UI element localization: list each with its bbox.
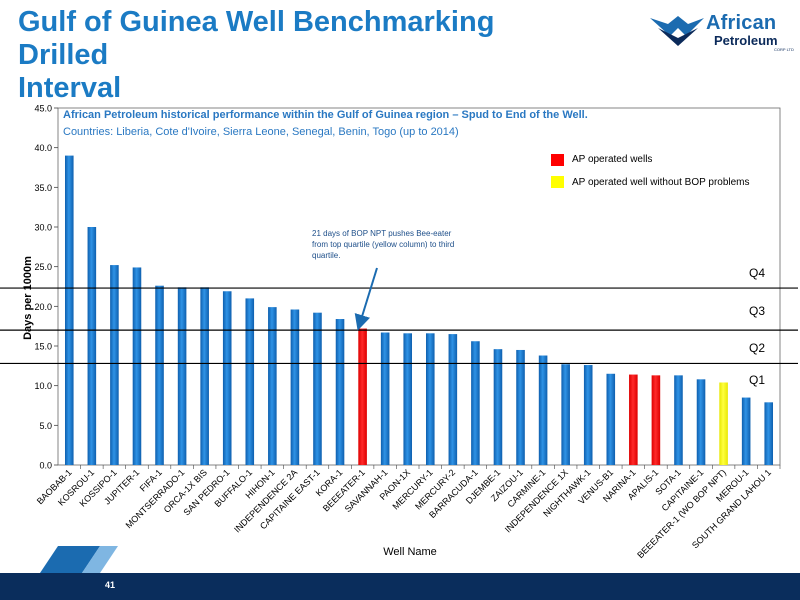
bar-narina-1 (629, 374, 638, 465)
bar-sota-1 (674, 375, 683, 465)
annotation-text: 21 days of BOP NPT pushes Bee-eater from… (312, 229, 455, 260)
bar-beeeater-1 (358, 328, 367, 465)
bar-carmine-1 (538, 355, 548, 465)
bar-barracuda-1 (471, 341, 480, 465)
bar-kossipo-1 (110, 265, 119, 465)
bar-capitaine-east-1 (313, 312, 322, 465)
logo-suffix: CORP LTD (774, 47, 794, 52)
bar-nighthawk-1 (583, 365, 593, 465)
legend-label-no-bop: AP operated well without BOP problems (572, 177, 750, 188)
bar-montserrado-1 (177, 287, 187, 465)
bar-mercury-1 (425, 333, 435, 465)
bar-merou-1 (741, 397, 751, 465)
bar-paon-1x (403, 333, 413, 465)
bar-orca-1x-bis (200, 287, 209, 465)
slide-title-line2: Interval (18, 72, 122, 104)
legend-swatch-no-bop (551, 176, 564, 188)
footer-stripes (40, 546, 118, 573)
quartile-label-q3: Q3 (749, 304, 766, 318)
bar-fifa-1 (155, 285, 164, 465)
slide-title-line1: Gulf of Guinea Well Benchmarking Drilled (18, 6, 495, 71)
annotation-arrow (354, 267, 378, 331)
y-tick-label: 30.0 (34, 223, 52, 233)
bar-savannah-1 (380, 332, 390, 465)
bar-hihon-1 (268, 307, 277, 465)
y-tick-label: 45.0 (34, 104, 52, 114)
legend-label-ap-operated: AP operated wells (572, 154, 653, 165)
bar-jupiter-1 (132, 267, 142, 465)
y-tick-label: 0.0 (39, 461, 52, 471)
bar-independence-2a (290, 309, 300, 465)
bar-buffalo-1 (245, 298, 255, 465)
bar-kora-1 (335, 319, 345, 465)
quartile-label-q4: Q4 (749, 266, 766, 280)
company-logo: African Petroleum CORP LTD (648, 10, 798, 52)
bar-zaizou-1 (516, 349, 525, 465)
logo-name-line1: African (706, 12, 777, 34)
footer-band (0, 546, 800, 600)
chart-title: African Petroleum historical performance… (63, 109, 588, 121)
bar-san-pedro-1 (222, 291, 232, 465)
y-tick-label: 25.0 (34, 262, 52, 272)
quartile-label-q1: Q1 (749, 373, 766, 387)
y-tick-label: 20.0 (34, 302, 52, 312)
bar-venus-b1 (606, 373, 616, 465)
slide-title: Gulf of Guinea Well Benchmarking Drilled… (18, 6, 578, 105)
legend-swatch-ap-operated (551, 154, 564, 166)
bar-independence-1x (561, 364, 570, 465)
page-number: 41 (105, 580, 116, 590)
y-tick-label: 15.0 (34, 342, 52, 352)
bird-icon (650, 16, 704, 46)
bar-mercury-2 (448, 334, 458, 465)
bar-beeeater-1-wo-bop-npt (719, 382, 728, 465)
bar-baobab-1 (64, 155, 74, 465)
y-tick-label: 35.0 (34, 183, 52, 193)
chart-subtitle: Countries: Liberia, Cote d'Ivoire, Sierr… (63, 126, 459, 138)
plot-frame (57, 107, 781, 466)
y-axis-title: Days per 1000m (22, 256, 34, 340)
bar-djembe-1 (493, 349, 503, 465)
x-axis-title: Well Name (383, 546, 437, 558)
y-tick-label: 5.0 (39, 421, 52, 431)
y-tick-label: 40.0 (34, 143, 52, 153)
logo-name-line2: Petroleum (714, 33, 778, 48)
bar-south-grand-lahou-1 (764, 402, 774, 465)
y-tick-label: 10.0 (34, 381, 52, 391)
quartile-label-q2: Q2 (749, 341, 766, 355)
bar-capitaine-1 (696, 379, 706, 465)
bar-apalis-1 (651, 375, 661, 465)
bar-kosrou-1 (87, 227, 97, 465)
